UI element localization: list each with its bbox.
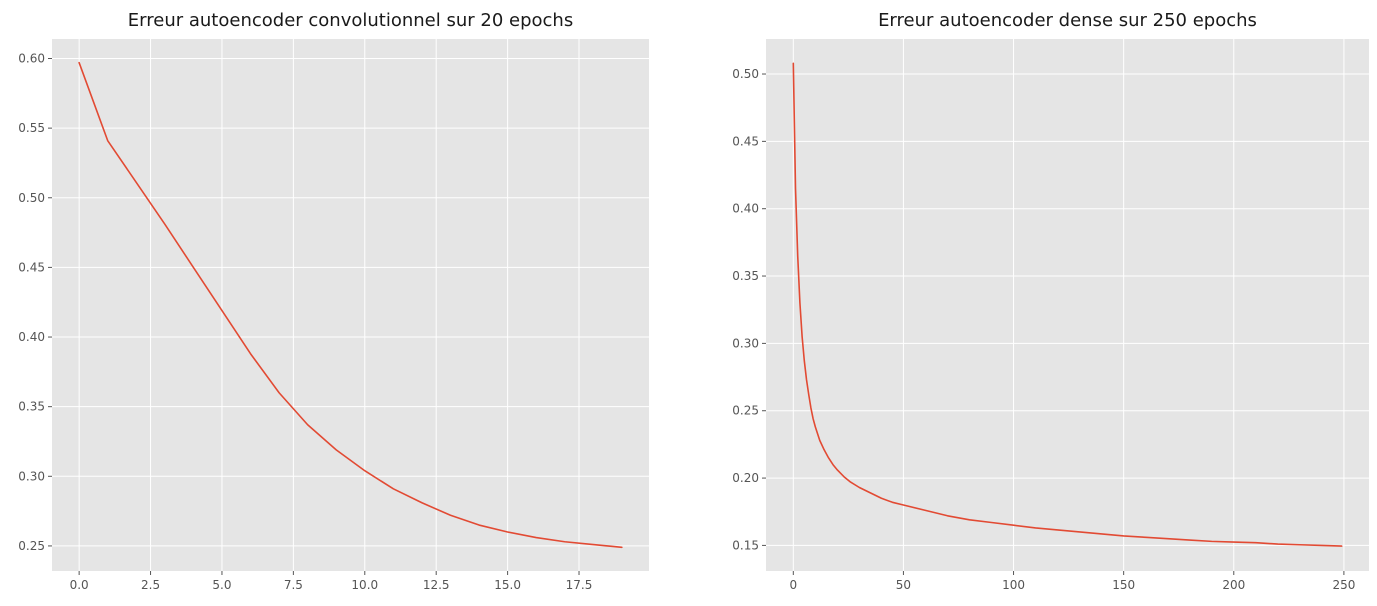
y-tick-label: 0.55 [18, 121, 45, 135]
x-tick-label: 2.5 [141, 578, 160, 592]
chart-title: Erreur autoencoder convolutionnel sur 20… [128, 10, 573, 31]
x-tick-label: 50 [896, 578, 911, 592]
x-tick-label: 5.0 [212, 578, 231, 592]
y-tick-label: 0.30 [732, 336, 759, 350]
y-tick-label: 0.25 [18, 539, 45, 553]
x-tick-label: 0.0 [70, 578, 89, 592]
y-tick-label: 0.60 [18, 51, 45, 65]
x-tick-label: 200 [1222, 578, 1245, 592]
y-tick-label: 0.50 [732, 67, 759, 81]
y-tick-label: 0.35 [18, 400, 45, 414]
x-tick-label: 10.0 [351, 578, 378, 592]
y-tick-label: 0.40 [18, 330, 45, 344]
y-tick-label: 0.50 [18, 191, 45, 205]
y-tick-label: 0.35 [732, 269, 759, 283]
plot-area [766, 39, 1369, 571]
y-tick-label: 0.40 [732, 202, 759, 216]
x-tick-label: 100 [1002, 578, 1025, 592]
x-tick-label: 0 [789, 578, 797, 592]
chart-dense-autoencoder-error: 0 50 100 150 200 250 0.15 0.20 0.25 0.30 0.35 0.40 0… [732, 10, 1369, 592]
x-tick-label: 12.5 [423, 578, 450, 592]
chart-conv-autoencoder-error: 0.0 2.5 5.0 7.5 10.0 12.5 15.0 17.5 0.25 0.30 0.35… [18, 10, 649, 592]
loss-series-line [78, 61, 623, 549]
x-tick-label: 250 [1332, 578, 1355, 592]
y-tick-label: 0.45 [732, 134, 759, 148]
loss-series-line [792, 62, 1343, 547]
plot-area [52, 39, 649, 571]
x-tick-label: 7.5 [284, 578, 303, 592]
y-tick-label: 0.20 [732, 471, 759, 485]
x-tick-label: 150 [1112, 578, 1135, 592]
y-tick-label: 0.30 [18, 469, 45, 483]
chart-title: Erreur autoencoder dense sur 250 epochs [878, 10, 1257, 31]
x-tick-label: 17.5 [566, 578, 593, 592]
x-tick-label: 15.0 [494, 578, 521, 592]
y-tick-label: 0.25 [732, 404, 759, 418]
y-tick-label: 0.15 [732, 538, 759, 552]
y-tick-label: 0.45 [18, 260, 45, 274]
